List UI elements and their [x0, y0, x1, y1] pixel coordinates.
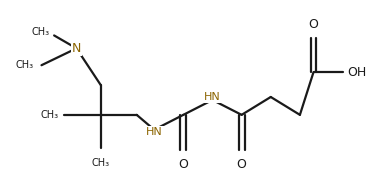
Text: O: O	[309, 19, 319, 31]
Text: O: O	[178, 158, 188, 170]
Text: CH₃: CH₃	[16, 60, 34, 70]
Text: HN: HN	[146, 127, 162, 137]
Text: CH₃: CH₃	[92, 158, 110, 167]
Text: O: O	[237, 158, 246, 170]
Text: N: N	[72, 42, 81, 55]
Text: CH₃: CH₃	[31, 27, 49, 37]
Text: CH₃: CH₃	[41, 110, 59, 120]
Text: HN: HN	[204, 92, 221, 102]
Text: OH: OH	[347, 66, 367, 79]
